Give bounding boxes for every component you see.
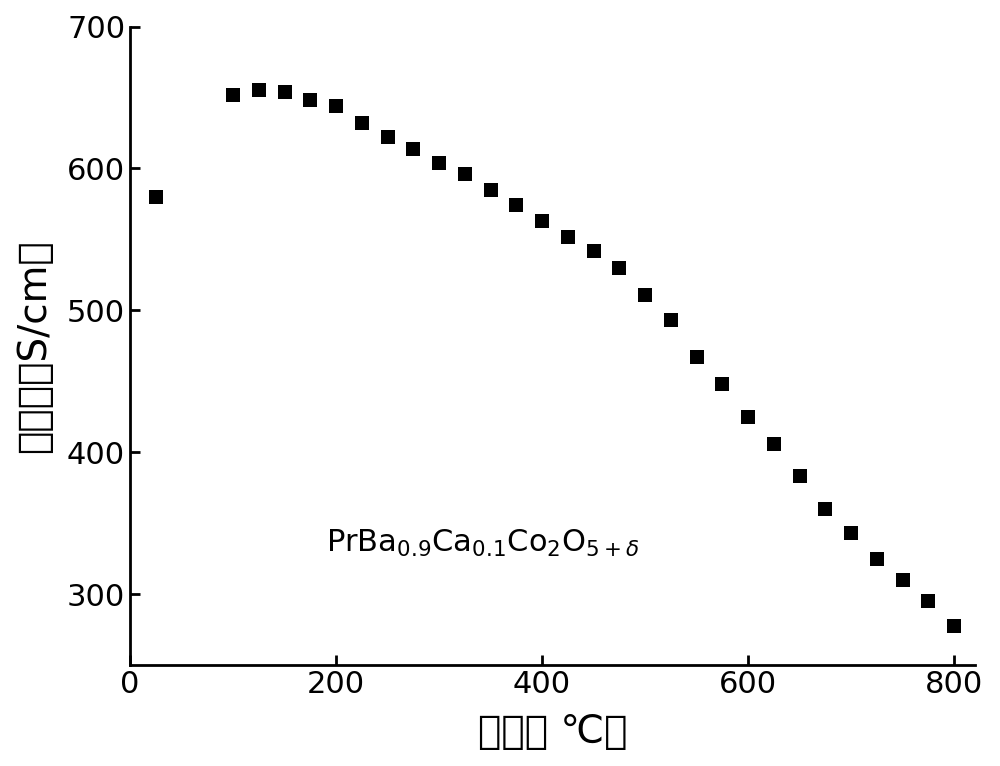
Point <box>251 84 267 97</box>
Point <box>843 527 859 539</box>
Text: PrBa$_{0.9}$Ca$_{0.1}$Co$_2$O$_{5+\delta}$: PrBa$_{0.9}$Ca$_{0.1}$Co$_2$O$_{5+\delta… <box>326 528 639 558</box>
Point <box>508 199 524 211</box>
Point <box>895 574 911 586</box>
Point <box>405 142 421 155</box>
Y-axis label: 电导率（S/cm）: 电导率（S/cm） <box>15 239 53 453</box>
Point <box>792 470 808 483</box>
Point <box>457 168 473 180</box>
Point <box>689 351 705 363</box>
Point <box>946 620 962 632</box>
X-axis label: 温度（ ℃）: 温度（ ℃） <box>478 713 627 751</box>
Point <box>302 94 318 106</box>
Point <box>586 244 602 257</box>
Point <box>560 231 576 243</box>
Point <box>611 262 627 274</box>
Point <box>714 378 730 391</box>
Point <box>431 156 447 169</box>
Point <box>766 437 782 450</box>
Point <box>277 86 293 98</box>
Point <box>740 411 756 423</box>
Point <box>483 184 499 196</box>
Point <box>380 131 396 143</box>
Point <box>869 552 885 565</box>
Point <box>920 595 936 607</box>
Point <box>663 314 679 326</box>
Point <box>817 503 833 516</box>
Point <box>225 89 241 101</box>
Point <box>148 191 164 203</box>
Point <box>354 117 370 129</box>
Point <box>534 214 550 227</box>
Point <box>637 289 653 301</box>
Point <box>328 100 344 112</box>
